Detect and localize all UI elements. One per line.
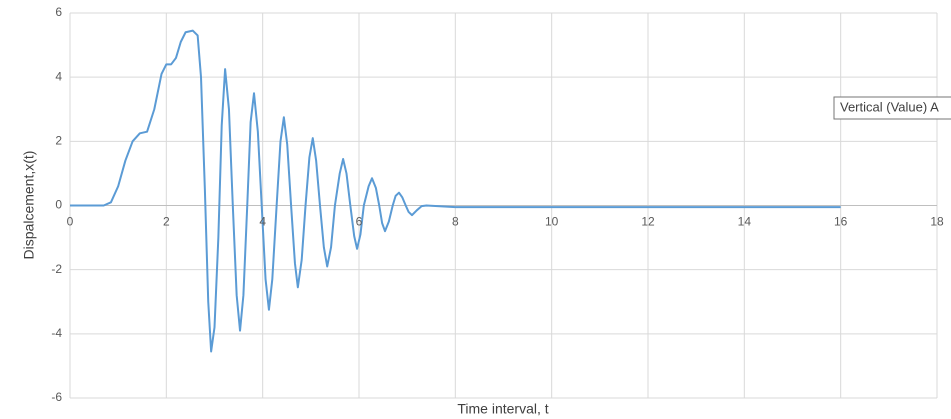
grid bbox=[69, 12, 938, 399]
y-tick-label: 6 bbox=[55, 5, 62, 19]
x-tick-label: 12 bbox=[641, 215, 655, 229]
y-tick-label: -2 bbox=[51, 262, 62, 276]
x-tick-label: 8 bbox=[452, 215, 459, 229]
plot bbox=[70, 29, 841, 353]
y-tick-label: 4 bbox=[55, 69, 62, 83]
x-tick-label: 0 bbox=[67, 215, 74, 229]
x-tick-label: 2 bbox=[163, 215, 170, 229]
tooltip-box bbox=[833, 96, 951, 120]
y-tick-label: 0 bbox=[55, 198, 62, 212]
x-axis-title: Time interval, t bbox=[457, 401, 548, 417]
y-tick-label: 2 bbox=[55, 134, 62, 148]
y-axis-title: Dispalcement,x(t) bbox=[21, 151, 37, 260]
y-tick-label: -4 bbox=[51, 326, 62, 340]
x-tick-label: 6 bbox=[356, 215, 363, 229]
y-tick-label: -6 bbox=[51, 390, 62, 404]
data-line bbox=[70, 29, 841, 353]
tooltip: Vertical (Value) A bbox=[840, 99, 939, 114]
x-tick-label: 16 bbox=[834, 215, 848, 229]
x-tick-label: 18 bbox=[930, 215, 944, 229]
x-tick-label: 10 bbox=[545, 215, 559, 229]
x-tick-label: 4 bbox=[259, 215, 266, 229]
x-tick-label: 14 bbox=[738, 215, 752, 229]
